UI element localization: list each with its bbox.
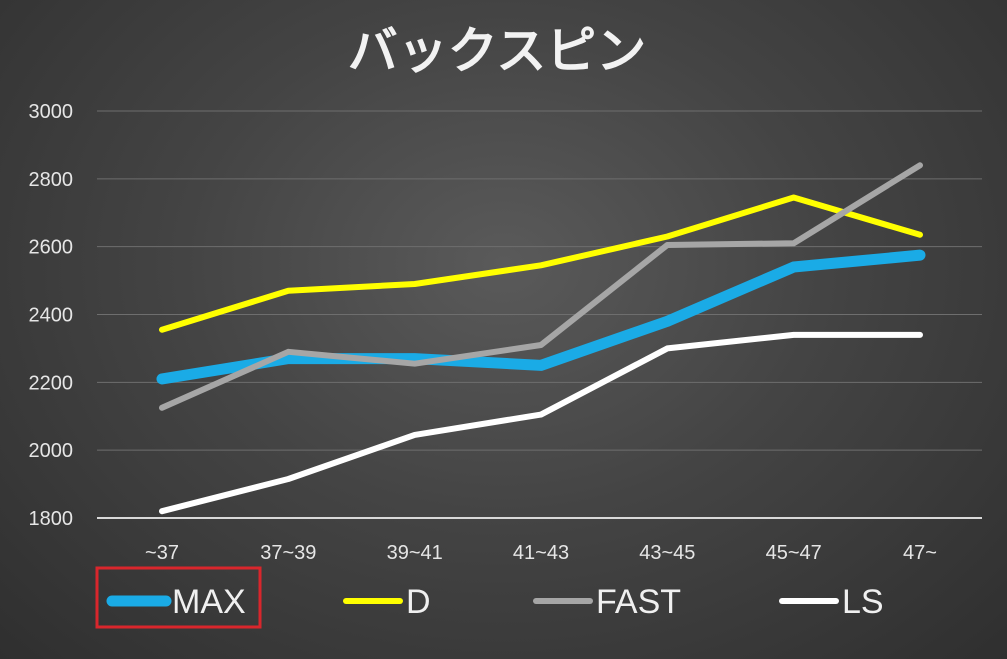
x-tick-labels: ~37 37~39 39~41 41~43 43~45 45~47 47~ (145, 542, 937, 564)
x-tick-label: 41~43 (513, 542, 569, 564)
y-tick-label: 2400 (29, 305, 74, 327)
y-tick-label: 3000 (29, 101, 74, 123)
legend-label: D (406, 583, 431, 621)
x-tick-label: ~37 (145, 542, 179, 564)
x-tick-label: 45~47 (766, 542, 822, 564)
grid-layer (97, 110, 982, 519)
y-tick-label: 2600 (29, 237, 74, 259)
legend-item-d: D (343, 583, 431, 621)
legend-label: FAST (596, 583, 681, 621)
legend-item-max: MAX (106, 583, 246, 621)
legend-item-ls: LS (779, 583, 884, 621)
legend-item-fast: FAST (533, 583, 681, 621)
legend-label: LS (842, 583, 884, 621)
chart-title: バックスピン (348, 22, 647, 80)
legend-highlight-box (95, 566, 262, 629)
y-tick-label: 2200 (29, 372, 74, 394)
y-tick-label: 2000 (29, 440, 74, 462)
series-line-max (156, 249, 926, 385)
x-tick-label: 43~45 (639, 542, 695, 564)
series-line-d (159, 194, 923, 333)
y-tick-label: 2800 (29, 169, 74, 191)
x-tick-label: 39~41 (387, 542, 443, 564)
y-tick-label: 1800 (29, 508, 74, 530)
series-layer (156, 162, 926, 515)
y-tick-labels: 1800 2000 2200 2400 2600 2800 3000 (29, 101, 74, 530)
series-line-ls (159, 331, 923, 515)
x-tick-label: 47~ (903, 542, 937, 564)
legend: MAX D FAST LS (95, 566, 884, 629)
series-line-fast (159, 162, 923, 411)
x-tick-label: 37~39 (260, 542, 316, 564)
legend-label: MAX (172, 583, 246, 621)
